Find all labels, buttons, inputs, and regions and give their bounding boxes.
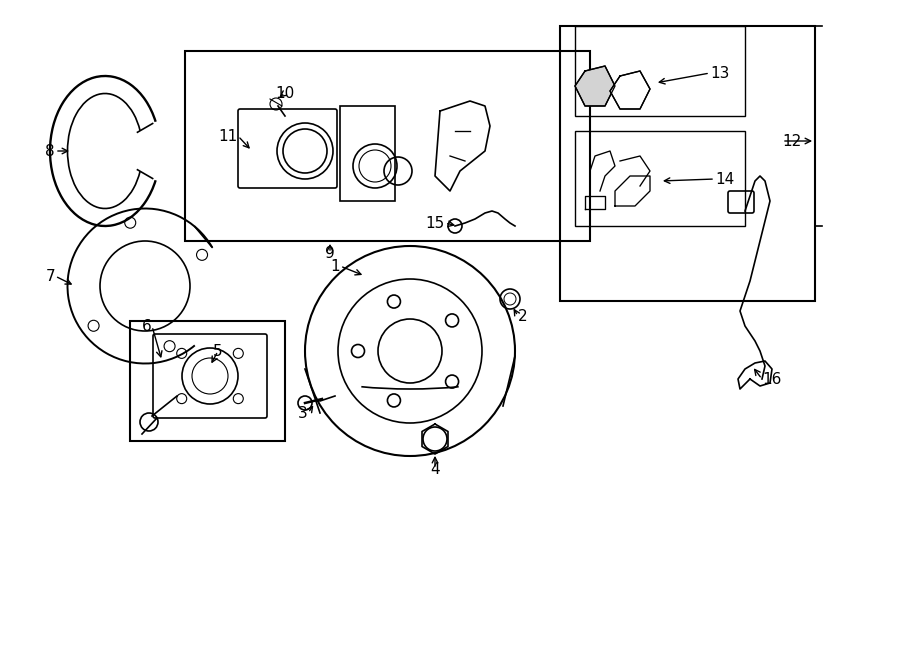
Text: 4: 4 (430, 461, 440, 477)
Text: 1: 1 (330, 258, 340, 274)
Text: 8: 8 (45, 143, 55, 159)
Bar (340, 106, 395, 201)
Polygon shape (575, 66, 615, 106)
Polygon shape (610, 71, 650, 109)
Text: 2: 2 (518, 309, 527, 323)
Text: 5: 5 (213, 344, 223, 358)
Text: 15: 15 (426, 215, 445, 231)
Text: 12: 12 (782, 134, 801, 149)
Text: 13: 13 (710, 65, 729, 81)
Bar (130, 321, 285, 441)
Text: 10: 10 (275, 85, 294, 100)
Bar (560, 26, 815, 301)
Bar (575, 131, 745, 226)
Bar (185, 51, 590, 241)
Text: 3: 3 (298, 405, 308, 420)
Text: 16: 16 (762, 371, 781, 387)
Text: 14: 14 (715, 171, 734, 186)
Text: 7: 7 (45, 268, 55, 284)
Text: 6: 6 (142, 319, 152, 334)
Text: 9: 9 (325, 245, 335, 260)
Bar (575, 26, 745, 116)
Text: 11: 11 (219, 128, 238, 143)
